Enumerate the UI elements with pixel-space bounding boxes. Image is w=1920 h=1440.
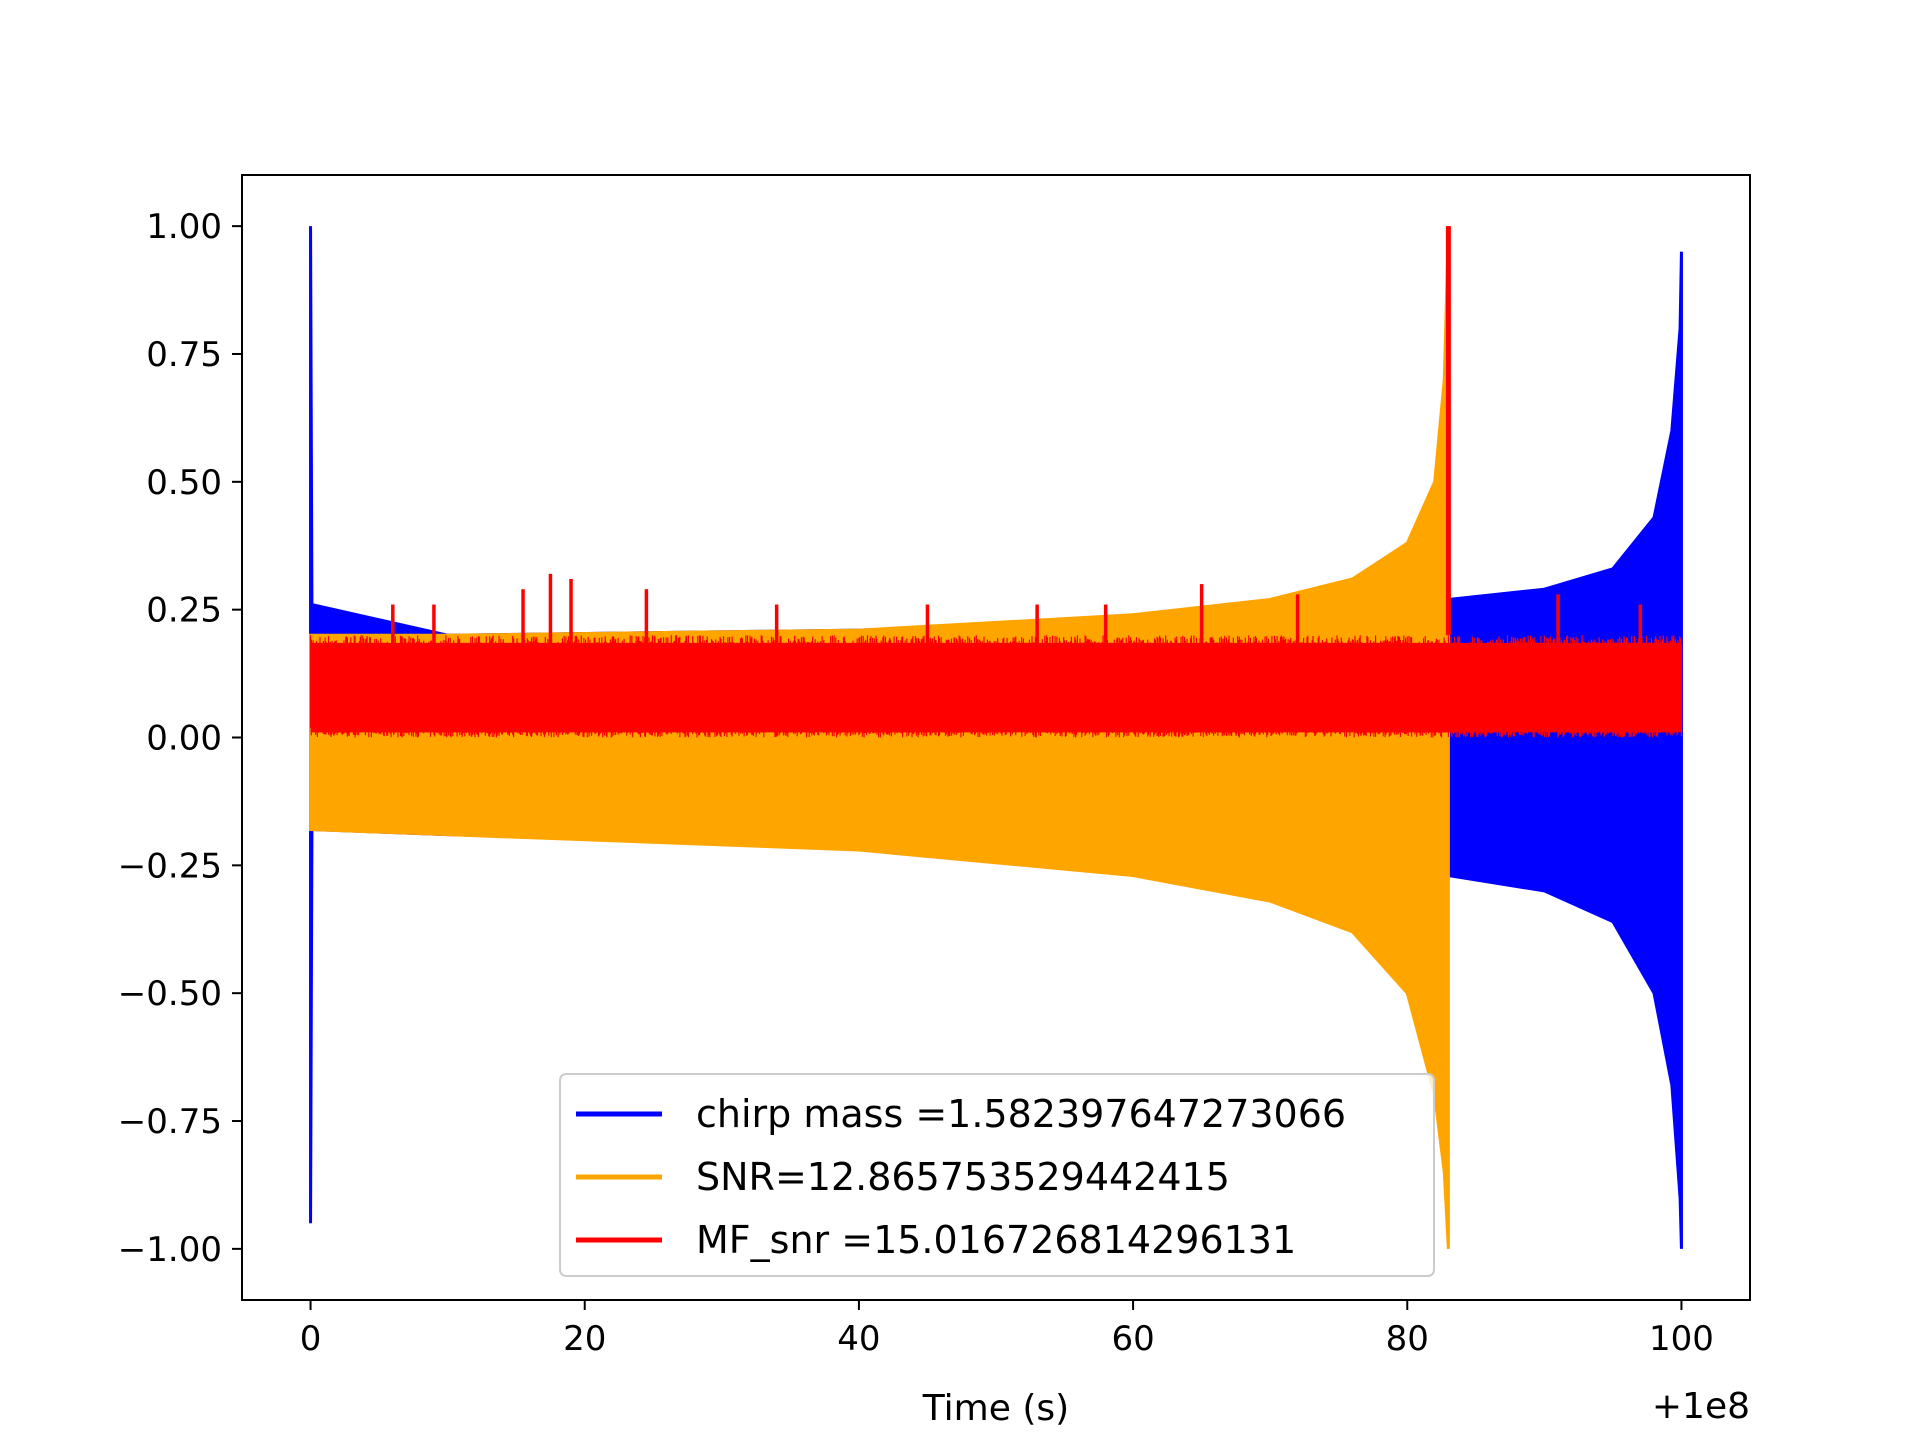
legend-label-1: SNR=12.865753529442415 [696,1155,1230,1199]
x-offset-label: +1e8 [1652,1386,1750,1427]
y-tick-label: 1.00 [146,207,222,247]
y-tick-label: 0.25 [146,591,222,631]
y-tick-label: 0.75 [146,335,222,375]
x-tick-label: 0 [300,1319,322,1359]
y-tick-label: 0.00 [146,719,222,759]
legend: chirp mass =1.582397647273066 SNR=12.8657… [559,1073,1435,1277]
legend-box [559,1073,1435,1277]
series-1-band [309,226,1450,1249]
legend-label-2: MF_snr =15.016726814296131 [696,1218,1296,1262]
x-tick-label: 80 [1386,1319,1429,1359]
series-2-noise [309,635,1683,738]
y-tick-label: −0.50 [118,974,222,1014]
y-tick-label: 0.50 [146,463,222,503]
x-tick-label: 100 [1649,1319,1714,1359]
legend-label-0: chirp mass =1.582397647273066 [696,1092,1346,1136]
y-tick-label: −0.75 [118,1102,222,1142]
x-tick-label: 40 [837,1319,880,1359]
x-tick-label: 60 [1111,1319,1154,1359]
x-axis-label: Time (s) [922,1388,1069,1429]
y-tick-label: −0.25 [118,846,222,886]
x-tick-label: 20 [563,1319,606,1359]
y-tick-label: −1.00 [118,1230,222,1270]
